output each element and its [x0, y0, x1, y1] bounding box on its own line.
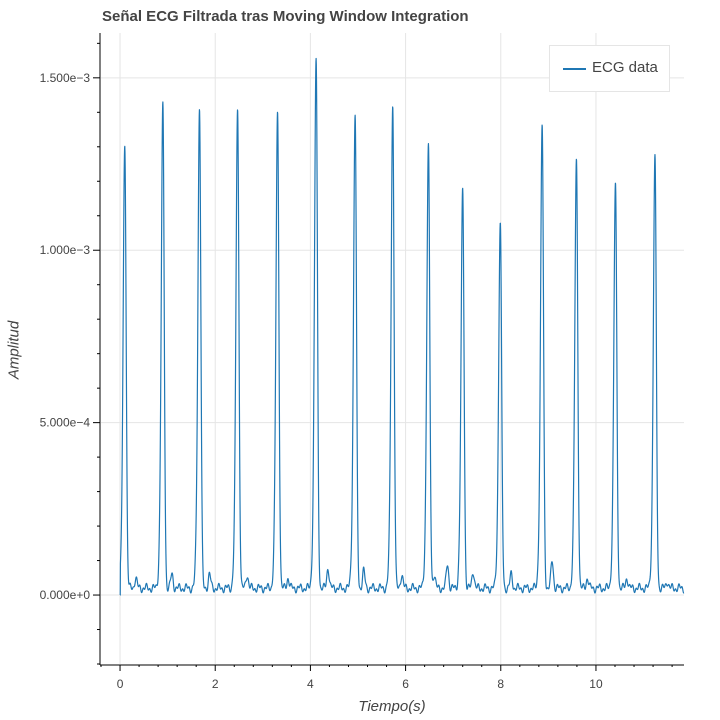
series-group — [119, 57, 685, 596]
legend-swatch — [563, 68, 586, 70]
x-tick-label: 6 — [402, 677, 409, 691]
y-tick-label: 5.000e−4 — [40, 416, 91, 430]
series-line-ecg-data — [119, 57, 685, 596]
x-tick-label: 10 — [589, 677, 603, 691]
chart-title: Señal ECG Filtrada tras Moving Window In… — [102, 8, 469, 25]
y-tick-label: 1.500e−3 — [40, 71, 91, 85]
x-tick-label: 8 — [497, 677, 504, 691]
legend-label: ECG data — [592, 59, 658, 76]
y-tick-label: 0.000e+0 — [40, 588, 91, 602]
x-tick-label: 4 — [307, 677, 314, 691]
legend: ECG data — [549, 45, 670, 92]
x-tick-label: 2 — [212, 677, 219, 691]
x-axis-label: Tiempo(s) — [358, 698, 426, 715]
grid — [101, 33, 684, 664]
x-tick-label: 0 — [117, 677, 124, 691]
y-tick-label: 1.000e−3 — [40, 243, 91, 257]
axes: 0 2 4 6 8 10 0.000e+0 5.000e−4 1.000e−3 1.500e−3 — [40, 33, 684, 691]
